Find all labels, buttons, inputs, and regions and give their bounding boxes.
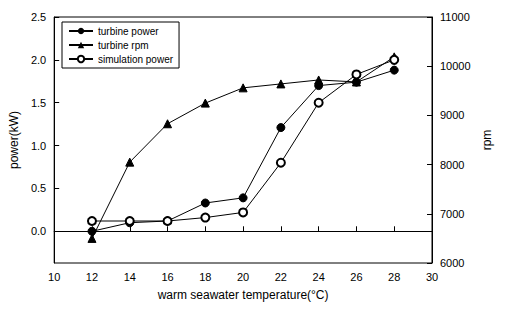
svg-text:0.5: 0.5 [31, 182, 46, 194]
svg-text:turbine rpm: turbine rpm [98, 40, 149, 51]
svg-text:12: 12 [86, 271, 98, 283]
svg-text:20: 20 [237, 271, 249, 283]
svg-text:22: 22 [275, 271, 287, 283]
svg-text:24: 24 [313, 271, 325, 283]
svg-text:28: 28 [388, 271, 400, 283]
svg-text:10: 10 [48, 271, 60, 283]
svg-text:0.0: 0.0 [31, 225, 46, 237]
svg-text:18: 18 [199, 271, 211, 283]
svg-text:2.0: 2.0 [31, 54, 46, 66]
svg-text:14: 14 [124, 271, 136, 283]
svg-text:9000: 9000 [440, 109, 464, 121]
svg-text:2.5: 2.5 [31, 11, 46, 23]
svg-text:7000: 7000 [440, 208, 464, 220]
svg-text:26: 26 [350, 271, 362, 283]
svg-text:rpm: rpm [480, 130, 494, 151]
svg-text:11000: 11000 [440, 11, 470, 23]
svg-text:10000: 10000 [440, 60, 471, 72]
svg-text:1.0: 1.0 [31, 140, 46, 152]
svg-text:1.5: 1.5 [31, 97, 46, 109]
svg-text:turbine power: turbine power [98, 26, 159, 37]
svg-text:simulation power: simulation power [98, 54, 174, 65]
svg-text:30: 30 [426, 271, 438, 283]
svg-text:power(kW): power(kW) [7, 111, 21, 169]
svg-text:8000: 8000 [440, 159, 464, 171]
svg-text:16: 16 [161, 271, 173, 283]
svg-text:warm seawater temperature(°C): warm seawater temperature(°C) [157, 288, 329, 302]
svg-text:6000: 6000 [440, 257, 464, 269]
